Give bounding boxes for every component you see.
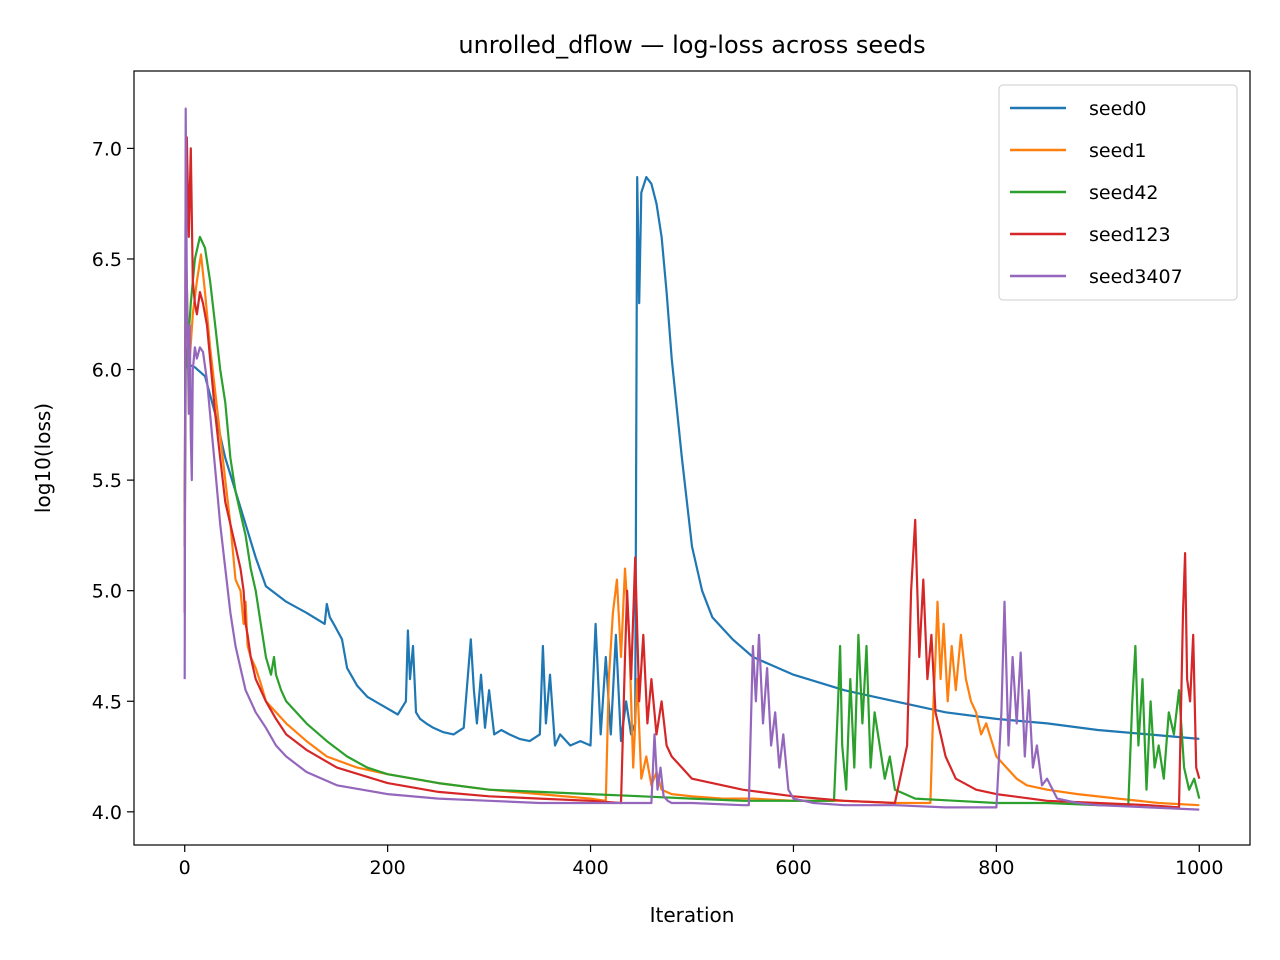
x-axis-label: Iteration [650,903,735,927]
x-tick-label: 1000 [1175,857,1223,879]
y-tick-label: 6.5 [92,249,122,271]
y-tick-label: 5.5 [92,470,122,492]
chart-title: unrolled_dflow — log-loss across seeds [458,31,925,59]
legend-label-seed0: seed0 [1089,98,1146,120]
legend: seed0 seed1 seed42 seed123 seed3407 [999,85,1237,300]
x-tick-label: 600 [775,857,811,879]
y-tick-label: 5.0 [92,581,122,603]
legend-label-seed123: seed123 [1089,224,1171,246]
x-tick-label: 800 [978,857,1014,879]
x-tick-label: 400 [572,857,608,879]
legend-label-seed3407: seed3407 [1089,266,1183,288]
y-tick-label: 4.5 [92,691,122,713]
legend-label-seed1: seed1 [1089,140,1146,162]
y-tick-label: 6.0 [92,360,122,382]
legend-label-seed42: seed42 [1089,182,1159,204]
y-axis-label: log10(loss) [31,403,55,513]
x-tick-label: 0 [179,857,191,879]
y-tick-label: 7.0 [92,138,122,160]
x-tick-label: 200 [370,857,406,879]
y-tick-label: 4.0 [92,802,122,824]
